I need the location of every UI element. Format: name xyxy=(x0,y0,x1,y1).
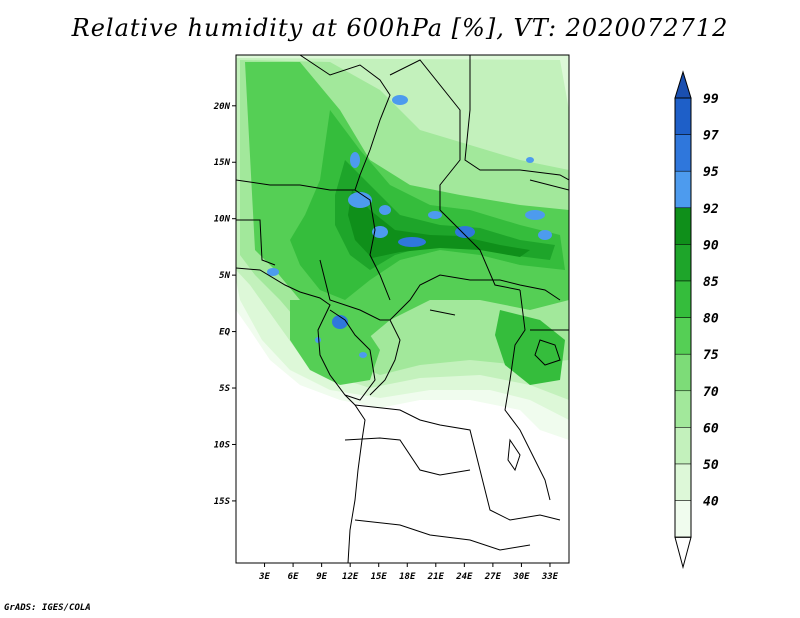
longitude-axis: 3E 6E 9E 12E 15E 18E 21E 24E 27E 30E 33E xyxy=(258,563,559,582)
humidity-field xyxy=(236,55,569,440)
colorbar-label: 90 xyxy=(703,238,719,253)
colorbar-swatch xyxy=(674,390,692,428)
lat-tick-label: 20N xyxy=(213,102,231,112)
latitude-axis: 20N 15N 10N 5N EQ 5S 10S 15S xyxy=(213,102,236,507)
patch-blue xyxy=(315,337,321,343)
border-line xyxy=(429,309,456,316)
colorbar-swatch xyxy=(674,244,692,282)
patch-blue xyxy=(350,152,360,168)
colorbar-outline xyxy=(674,97,692,538)
border-line xyxy=(504,289,551,501)
border-line xyxy=(529,179,569,191)
patch-blue xyxy=(379,205,391,215)
chart-title: Relative humidity at 600hPa [%], VT: 202… xyxy=(71,14,729,42)
lon-tick-label: 24E xyxy=(455,572,473,582)
patch-blue xyxy=(538,230,552,240)
lat-tick-label: 10N xyxy=(214,215,231,225)
border-line xyxy=(236,179,391,301)
colorbar-label: 97 xyxy=(703,129,719,144)
border-line xyxy=(329,309,376,401)
humidity-green-gabon xyxy=(290,300,380,385)
lon-tick-label: 18E xyxy=(399,572,416,582)
lon-tick-label: 27E xyxy=(484,572,502,582)
patch-blue xyxy=(348,192,372,208)
colorbar-min-arrow xyxy=(674,536,692,570)
colorbar-label: 92 xyxy=(703,202,719,217)
colorbar-label: 85 xyxy=(703,275,719,290)
colorbar: 99 97 95 92 90 85 80 75 70 60 50 40 xyxy=(674,70,719,570)
border-line xyxy=(389,59,521,291)
border-line xyxy=(299,55,391,191)
colorbar-label: 70 xyxy=(703,385,719,400)
lon-tick-label: 12E xyxy=(342,572,359,582)
border-line xyxy=(236,219,276,266)
colorbar-swatch xyxy=(674,500,692,538)
patch-blue xyxy=(526,157,534,163)
lat-tick-label: 10S xyxy=(214,440,231,450)
patch-blue xyxy=(428,211,442,219)
lon-tick-label: 33E xyxy=(541,572,559,582)
border-line xyxy=(507,438,521,472)
lat-tick-label: 5S xyxy=(219,384,230,394)
lon-tick-label: 15E xyxy=(371,572,388,582)
colorbar-swatch xyxy=(674,170,692,209)
lat-tick-label: EQ xyxy=(219,328,230,338)
colorbar-label: 95 xyxy=(703,165,719,180)
humidity-92-region xyxy=(348,190,530,258)
colorbar-swatch xyxy=(674,317,692,355)
border-line xyxy=(319,259,561,321)
colorbar-swatch xyxy=(674,280,692,318)
patch-blue xyxy=(392,95,408,105)
lon-tick-label: 6E xyxy=(288,572,299,582)
border-line xyxy=(344,437,471,476)
patch-blue xyxy=(267,268,279,276)
credit-label: GrADS: IGES/COLA xyxy=(4,603,91,613)
colorbar-label: 60 xyxy=(703,421,719,436)
humidity-green-east xyxy=(495,310,565,385)
patch-blue xyxy=(525,210,545,220)
colorbar-max-arrow xyxy=(674,70,692,99)
coastline-west xyxy=(236,267,366,563)
colorbar-swatch xyxy=(674,353,692,392)
saturation-patches xyxy=(267,95,552,358)
lat-tick-label: 5N xyxy=(219,271,230,281)
patch-blue xyxy=(398,237,426,247)
colorbar-swatch xyxy=(674,97,692,135)
border-line xyxy=(354,404,561,521)
lon-tick-label: 30E xyxy=(512,572,530,582)
colorbar-swatch xyxy=(674,463,692,501)
patch-blue xyxy=(359,352,367,358)
lat-tick-label: 15N xyxy=(214,158,231,168)
patch-blue xyxy=(372,226,388,238)
patch-blue xyxy=(332,315,348,329)
colorbar-swatch xyxy=(674,207,692,245)
map-frame xyxy=(235,54,570,564)
country-borders xyxy=(236,55,569,563)
patch-blue xyxy=(455,226,475,238)
lat-tick-label: 15S xyxy=(214,497,231,507)
lon-tick-label: 21E xyxy=(427,572,445,582)
colorbar-label: 50 xyxy=(703,458,719,473)
border-line xyxy=(534,339,561,366)
border-line xyxy=(354,519,531,551)
lon-tick-label: 3E xyxy=(258,572,270,582)
border-line xyxy=(369,319,401,396)
colorbar-label: 40 xyxy=(703,495,719,510)
colorbar-label: 75 xyxy=(703,348,719,363)
colorbar-label: 99 xyxy=(703,92,719,107)
colorbar-swatch xyxy=(674,427,692,465)
colorbar-swatch xyxy=(674,134,692,172)
lon-tick-label: 9E xyxy=(316,572,327,582)
border-line xyxy=(464,55,569,181)
colorbar-label: 80 xyxy=(703,312,719,327)
